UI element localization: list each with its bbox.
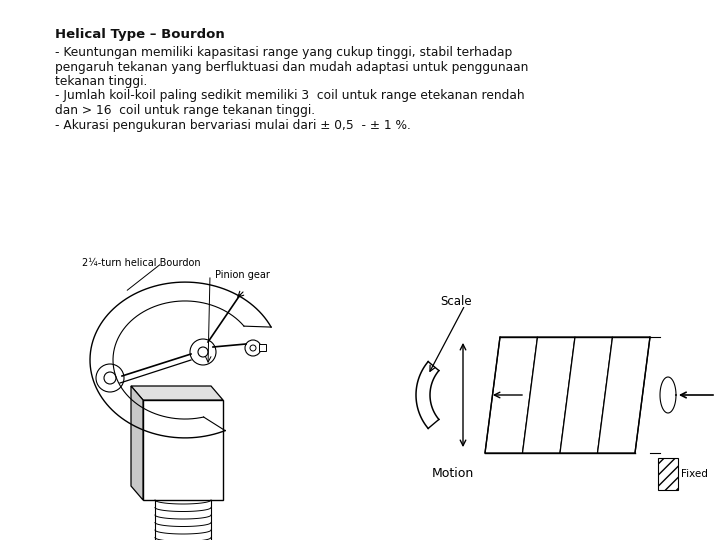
Text: Fixed: Fixed (681, 469, 708, 479)
Text: tekanan tinggi.: tekanan tinggi. (55, 75, 148, 88)
Polygon shape (485, 337, 538, 453)
Text: Pinion gear: Pinion gear (215, 270, 270, 280)
Text: - Akurasi pengukuran bervariasi mulai dari ± 0,5  - ± 1 %.: - Akurasi pengukuran bervariasi mulai da… (55, 118, 411, 132)
Bar (143, 400, 223, 500)
Text: dan > 16  coil untuk range tekanan tinggi.: dan > 16 coil untuk range tekanan tinggi… (55, 104, 315, 117)
Text: Scale: Scale (440, 295, 472, 308)
Text: - Keuntungan memiliki kapasitasi range yang cukup tinggi, stabil terhadap: - Keuntungan memiliki kapasitasi range y… (55, 46, 512, 59)
Polygon shape (131, 386, 223, 400)
Text: - Jumlah koil-koil paling sedikit memiliki 3  coil untuk range etekanan rendah: - Jumlah koil-koil paling sedikit memili… (55, 90, 525, 103)
Polygon shape (560, 337, 613, 453)
Text: Motion: Motion (432, 467, 474, 480)
Polygon shape (523, 337, 575, 453)
Polygon shape (598, 337, 650, 453)
Text: pengaruh tekanan yang berfluktuasi dan mudah adaptasi untuk penggunaan: pengaruh tekanan yang berfluktuasi dan m… (55, 60, 528, 73)
Text: Helical Type – Bourdon: Helical Type – Bourdon (55, 28, 225, 41)
Text: Pressure: Pressure (719, 390, 720, 400)
Text: 2¼-turn helical Bourdon: 2¼-turn helical Bourdon (82, 258, 201, 268)
Polygon shape (131, 386, 143, 500)
Bar (259, 344, 266, 351)
Bar (658, 458, 678, 490)
